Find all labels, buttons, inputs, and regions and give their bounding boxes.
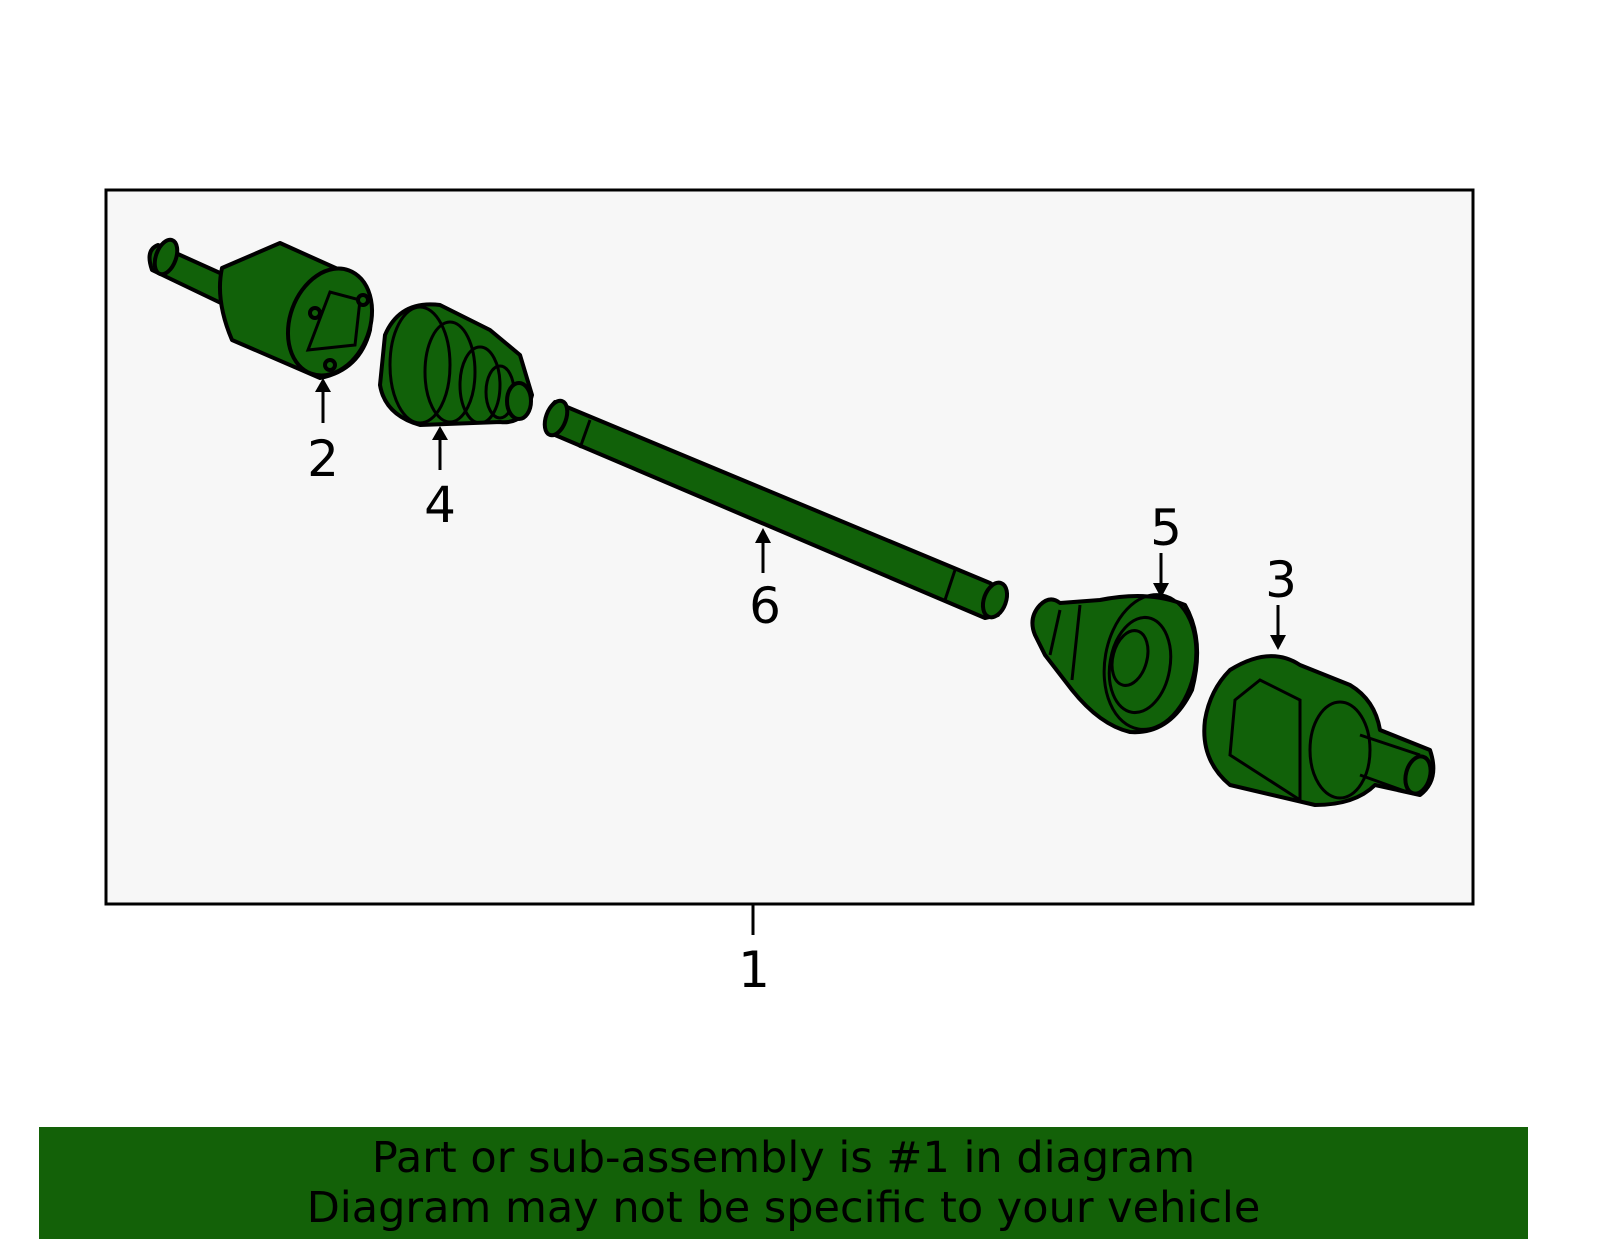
part-5-outer-boot[interactable] [1030,587,1206,737]
callout-3: 3 [1265,551,1297,650]
svg-text:1: 1 [738,941,770,999]
banner-line-2: Diagram may not be specific to your vehi… [306,1183,1261,1233]
svg-text:3: 3 [1265,551,1297,609]
part-3-outer-cv-joint[interactable] [1202,654,1436,807]
svg-text:2: 2 [307,430,339,488]
part-6-axle-shaft[interactable] [540,398,1011,621]
callout-4: 4 [424,426,456,534]
info-banner: Part or sub-assembly is #1 in diagram Di… [39,1127,1528,1239]
part-4-inner-boot[interactable] [378,302,534,427]
callout-5: 5 [1150,499,1182,598]
svg-text:6: 6 [749,577,781,635]
callout-2: 2 [307,378,339,488]
part-2-inner-cv-joint[interactable] [147,237,387,388]
callout-1: 1 [738,904,770,999]
svg-text:4: 4 [424,476,456,534]
svg-text:5: 5 [1150,499,1182,557]
callout-6: 6 [749,528,781,635]
banner-line-1: Part or sub-assembly is #1 in diagram [371,1133,1196,1183]
